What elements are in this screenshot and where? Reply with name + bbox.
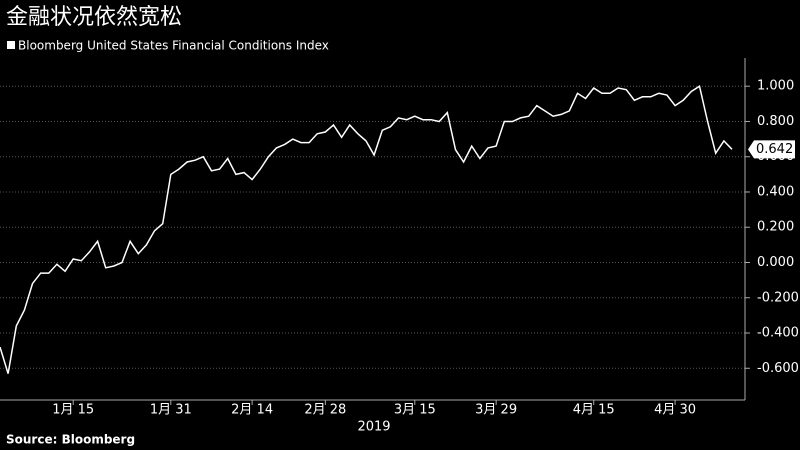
y-tick-label: 0.000 [757,255,794,270]
y-tick-label: -0.400 [757,326,799,341]
y-tick-label: -0.600 [757,361,799,376]
x-axis-label: 2019 [357,420,390,435]
chart-title: 金融状况依然宽松 [6,5,182,30]
x-tick-label: 1月 15 [52,403,94,418]
y-tick-label: 0.400 [757,184,794,199]
x-tick-label: 3月 29 [475,403,517,418]
x-tick-label: 4月 15 [573,403,615,418]
x-tick-label: 1月 31 [150,403,192,418]
x-tick-label: 2月 14 [231,403,273,418]
line [0,84,733,374]
value-label-box [748,140,795,159]
x-tick-label: 2月 28 [304,403,346,418]
y-tick-label: 0.200 [757,220,794,235]
x-tick-label: 4月 30 [654,403,696,418]
source: Source: Bloomberg [6,433,135,447]
y-tick-label: 1.000 [757,79,794,94]
x-tick-label: 3月 15 [394,403,436,418]
y-tick-label: -0.200 [757,290,799,305]
value-label: 0.642 [756,142,793,157]
y-tick-label: 0.800 [757,114,794,129]
legend-swatch [7,41,15,49]
legend-label: Bloomberg United States Financial Condit… [18,39,329,53]
